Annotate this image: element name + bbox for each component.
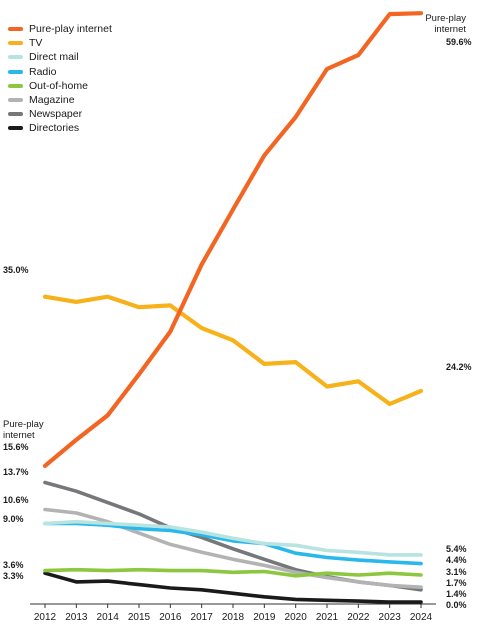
legend-swatch <box>8 83 23 88</box>
x-tick-label: 2022 <box>347 612 370 623</box>
x-tick-label: 2015 <box>128 612 151 623</box>
legend-swatch <box>8 41 23 46</box>
legend-item: TV <box>8 36 112 50</box>
legend-label: Out-of-home <box>29 79 88 92</box>
legend-item: Pure-play internet <box>8 22 112 36</box>
start-value-label: 9.0% <box>3 514 24 524</box>
start-value-label: 3.3% <box>3 571 24 581</box>
legend-item: Magazine <box>8 93 112 107</box>
start-series-label: internet <box>3 430 35 441</box>
legend-label: Directories <box>29 122 80 135</box>
x-tick-label: 2020 <box>285 612 308 623</box>
legend-swatch <box>8 112 23 117</box>
legend-swatch <box>8 27 23 32</box>
x-tick-label: 2012 <box>34 612 57 623</box>
series-line-out-of-home <box>43 567 423 578</box>
x-tick-label: 2018 <box>222 612 245 623</box>
end-value-label: 59.6% <box>446 37 472 47</box>
x-tick-label: 2024 <box>410 612 433 623</box>
end-value-label: 1.4% <box>446 589 467 599</box>
end-value-label: 5.4% <box>446 544 467 554</box>
legend-swatch <box>8 98 23 103</box>
x-tick-label: 2016 <box>159 612 182 623</box>
end-series-label: Pure-play <box>425 13 466 24</box>
series-line-pure-play-internet <box>42 11 424 468</box>
legend-label: Direct mail <box>29 51 79 64</box>
start-series-label: Pure-play <box>3 419 44 430</box>
series-line-direct-mail <box>43 519 423 557</box>
x-tick-label: 2023 <box>379 612 402 623</box>
end-value-label: 4.4% <box>446 555 467 565</box>
start-value-label: 35.0% <box>3 265 29 275</box>
legend-item: Directories <box>8 121 112 135</box>
start-value-label: 10.6% <box>3 495 29 505</box>
legend-item: Out-of-home <box>8 79 112 93</box>
legend-swatch <box>8 126 23 131</box>
end-value-label: 3.1% <box>446 567 467 577</box>
legend-item: Direct mail <box>8 50 112 64</box>
legend-label: Magazine <box>29 94 75 107</box>
x-tick-label: 2017 <box>191 612 214 623</box>
legend-item: Radio <box>8 65 112 79</box>
end-value-label: 0.0% <box>446 600 467 610</box>
x-tick-label: 2019 <box>253 612 276 623</box>
end-value-label: 24.2% <box>446 362 472 372</box>
start-value-label: 13.7% <box>3 467 29 477</box>
end-value-label: 1.7% <box>446 578 467 588</box>
start-value-label: 15.6% <box>3 442 29 452</box>
legend-label: Newspaper <box>29 108 83 121</box>
x-tick-label: 2013 <box>65 612 88 623</box>
legend-label: Radio <box>29 65 57 78</box>
legend-label: TV <box>29 37 43 50</box>
start-value-label: 3.6% <box>3 560 24 570</box>
end-series-label: internet <box>434 24 466 35</box>
legend: Pure-play internet TV Direct mail Radio Out-… <box>8 22 112 136</box>
x-tick-label: 2014 <box>97 612 120 623</box>
legend-item: Newspaper <box>8 107 112 121</box>
legend-swatch <box>8 69 23 74</box>
legend-label: Pure-play internet <box>29 23 112 36</box>
legend-swatch <box>8 55 23 60</box>
series-line-tv <box>42 294 424 407</box>
x-tick-label: 2021 <box>316 612 339 623</box>
series-line-directories <box>43 571 423 604</box>
